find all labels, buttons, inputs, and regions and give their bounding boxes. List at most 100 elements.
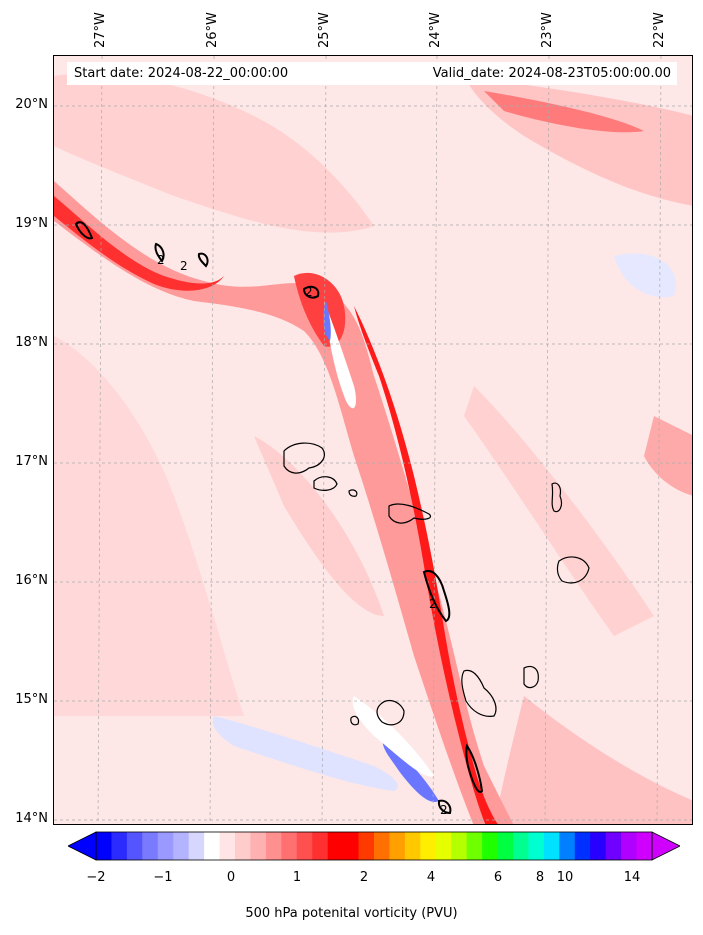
lat-label-14n: 14°N [15,811,48,826]
contour-main-mid [422,570,451,623]
lon-label-27w: 27°W [93,12,108,48]
colorbar-segment [126,832,143,860]
colorbar-segment [96,832,112,860]
colorbar-segment [250,832,267,860]
colorbar-segment [374,832,390,860]
contour-label-5: 2 [440,803,448,817]
colorbar-segment [343,832,360,860]
pv-blue-southwest-swirl [212,716,398,791]
island-fogo [376,699,405,726]
colorbar-outline [95,831,653,861]
pv-streamer-northwest-red [54,196,224,291]
colorbar-tick-8: 8 [535,870,545,885]
colorbar-segment [235,832,251,860]
island-sao-nicolau [388,503,432,524]
colorbar-segment [482,832,499,860]
pv-colorbar [68,831,680,861]
pv-region-southeast [494,696,692,824]
contour-south-tip [437,799,452,815]
pv-region-east [644,416,692,496]
date-info-box: Start date: 2024-08-22_00:00:00 Valid_da… [67,62,677,85]
lat-label-20n: 20°N [15,97,48,112]
island-brava [350,715,360,726]
colorbar-segments [96,832,653,860]
contour-label-1: 2 [157,253,165,267]
colorbar-tick-2: 2 [359,870,369,885]
colorbar-segment [296,832,313,860]
colorbar-segment [605,832,622,860]
colorbar-segment [404,832,421,860]
pv-white-south [352,696,434,777]
pv-2-contours [74,221,484,815]
colorbar-segment [420,832,437,860]
colorbar-segment [173,832,190,860]
colorbar-segment [111,832,128,860]
start-date-text: Start date: 2024-08-22_00:00:00 [74,66,289,81]
map-panel: 2 2 2 2 2 [53,55,693,825]
valid-date-text: Valid_date: 2024-08-23T05:00:00.00 [432,66,671,81]
colorbar-tick-1: 1 [292,870,302,885]
colorbar-segment [559,832,576,860]
pv-region-central [254,436,384,616]
colorbar-segment [204,832,221,860]
colorbar-segment [636,832,653,860]
contour-loop-25w [302,285,320,299]
colorbar-segment [219,832,236,860]
island-sal [551,482,563,513]
colorbar-tick-neg2: −2 [86,870,106,885]
colorbar-segment [281,832,298,860]
colorbar-title: 500 hPa potenital vorticity (PVU) [245,906,458,921]
pv-streamer-main-red [354,306,498,824]
map-gridlines [54,56,692,824]
colorbar-segment [621,832,638,860]
colorbar-tick-4: 4 [426,870,436,885]
contour-label-3: 2 [305,285,313,299]
colorbar-tick-10: 10 [556,870,574,885]
colorbar-segment [188,832,205,860]
colorbar-segment [466,832,483,860]
lat-label-15n: 15°N [15,692,48,707]
lon-label-25w: 25°W [317,12,332,48]
lon-label-26w: 26°W [205,12,220,48]
colorbar-segment [497,832,514,860]
lat-label-16n: 16°N [15,573,48,588]
colorbar-segment [543,832,560,860]
colorbar-extend-max [651,831,680,861]
contour-nw-1 [74,221,94,240]
pv-white-filament-north [324,301,357,409]
colorbar-segment [574,832,591,860]
pv-light-blue-east [614,253,676,298]
pv-region-northeast-core [484,91,644,133]
lon-label-23w: 23°W [540,12,555,48]
lon-label-24w: 24°W [428,12,443,48]
lon-label-22w: 22°W [652,12,667,48]
colorbar-segment [312,832,329,860]
island-santa-luzia [348,489,358,497]
colorbar-tick-6: 6 [493,870,503,885]
contour-label-4: 2 [429,597,437,611]
island-santo-antao [283,442,325,474]
island-santiago [461,669,497,717]
contour-nw-2 [154,242,165,263]
colorbar-tick-0: 0 [226,870,236,885]
lat-label-17n: 17°N [15,454,48,469]
contour-main-south [465,743,484,793]
colorbar-segment [451,832,468,860]
colorbar-segment [157,832,174,860]
colorbar-extend-min [68,831,97,861]
coastlines [283,442,590,726]
colorbar-segment [590,832,607,860]
colorbar-segment [142,832,159,860]
pv-region-northwest [54,73,374,233]
colorbar-segment [389,832,406,860]
colorbar-tick-14: 14 [623,870,641,885]
colorbar-segment [265,832,282,860]
pv-field-map: 2 2 2 2 2 [54,56,692,824]
island-maio [523,665,539,689]
colorbar-segment [435,832,452,860]
contour-nw-3 [197,252,209,268]
contour-label-2: 2 [180,259,188,273]
island-boa-vista [556,556,590,584]
colorbar-segment [327,832,344,860]
pv-region-west [54,336,244,716]
